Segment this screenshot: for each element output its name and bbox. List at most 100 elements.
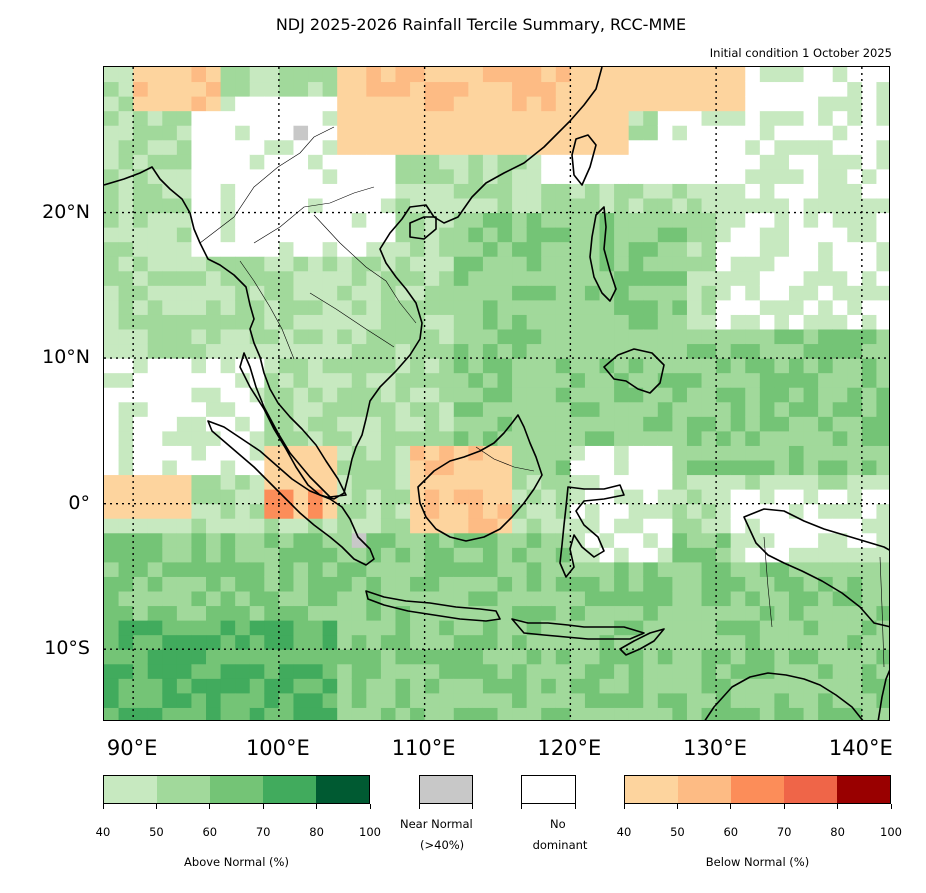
- tercile-cell: [380, 503, 396, 519]
- tercile-cell: [162, 314, 178, 330]
- tercile-cell: [380, 358, 396, 374]
- tercile-cell: [308, 605, 324, 621]
- tercile-cell: [803, 387, 819, 403]
- tercile-cell: [351, 532, 367, 548]
- tercile-cell: [861, 125, 877, 141]
- tercile-cell: [876, 532, 889, 548]
- tercile-cell: [541, 532, 557, 548]
- tercile-cell: [133, 314, 149, 330]
- tercile-cell: [686, 576, 703, 592]
- tercile-cell: [716, 154, 732, 170]
- colorbar-tick-label: 60: [723, 825, 739, 839]
- tercile-cell: [482, 416, 498, 432]
- tercile-cell: [526, 168, 542, 184]
- tercile-cell: [628, 125, 644, 141]
- tercile-cell: [264, 81, 280, 97]
- tercile-cell: [118, 460, 134, 476]
- tercile-cell: [322, 270, 338, 286]
- tercile-cell: [395, 299, 411, 315]
- tercile-cell: [235, 314, 251, 330]
- colorbar-segment: [837, 776, 890, 803]
- tercile-cell: [497, 183, 513, 199]
- tercile-cell: [774, 634, 790, 650]
- tercile-cell: [759, 591, 775, 607]
- tercile-cell: [133, 329, 149, 345]
- tercile-cell: [439, 416, 455, 432]
- tercile-cell: [745, 110, 761, 126]
- tercile-cell: [570, 620, 586, 636]
- tercile-cell: [555, 168, 571, 184]
- tercile-cell: [876, 227, 889, 243]
- coastlines: [104, 67, 889, 720]
- tercile-cell: [104, 634, 120, 650]
- tercile-cell: [876, 96, 889, 112]
- tercile-cell: [614, 503, 630, 519]
- tercile-cell: [468, 547, 484, 563]
- tercile-cell: [249, 110, 265, 126]
- tercile-cell: [453, 561, 469, 577]
- tercile-cell: [861, 460, 877, 476]
- tercile-cell: [249, 561, 265, 577]
- tercile-cell: [512, 110, 528, 126]
- tercile-cell: [628, 372, 644, 388]
- tercile-cell: [439, 678, 455, 694]
- tercile-cell: [628, 561, 644, 577]
- tercile-cell: [308, 634, 324, 650]
- tercile-cell: [104, 343, 120, 359]
- tercile-cell: [147, 212, 163, 228]
- tercile-cell: [264, 270, 280, 286]
- tercile-cell: [380, 154, 396, 170]
- tercile-cell: [512, 460, 528, 476]
- tercile-cell: [118, 125, 134, 141]
- tercile-cell: [147, 270, 163, 286]
- tercile-cell: [861, 343, 877, 359]
- tercile-cell: [468, 387, 484, 403]
- tercile-cell: [570, 241, 586, 257]
- tercile-cell: [118, 343, 134, 359]
- tercile-cell: [220, 110, 236, 126]
- tercile-cell: [147, 96, 163, 112]
- tercile-cell: [439, 154, 455, 170]
- tercile-cell: [308, 110, 324, 126]
- tercile-cell: [147, 285, 163, 301]
- tercile-cell: [220, 81, 236, 97]
- tercile-cell: [745, 198, 761, 214]
- tercile-cell: [832, 707, 848, 720]
- tercile-cell: [614, 329, 630, 345]
- tercile-cell: [482, 620, 498, 636]
- tercile-cell: [468, 634, 484, 650]
- tercile-cell: [439, 212, 455, 228]
- tercile-cell: [322, 110, 338, 126]
- tercile-cell: [439, 649, 455, 665]
- tercile-cell: [584, 67, 601, 83]
- tercile-cell: [701, 518, 717, 534]
- tercile-cell: [235, 96, 251, 112]
- tercile-cell: [730, 358, 746, 374]
- tercile-cell: [555, 401, 571, 417]
- longitude-label: 110°E: [391, 736, 456, 760]
- tercile-cell: [555, 154, 571, 170]
- tercile-cell: [847, 314, 863, 330]
- tercile-cell: [570, 503, 586, 519]
- tercile-cell: [541, 329, 557, 345]
- tercile-cell: [570, 299, 586, 315]
- tercile-cell: [191, 270, 207, 286]
- tercile-cell: [847, 692, 863, 708]
- tercile-cell: [745, 270, 761, 286]
- tercile-cell: [701, 96, 717, 112]
- tercile-cell: [424, 387, 440, 403]
- tercile-cell: [774, 707, 790, 720]
- tercile-cell: [861, 212, 877, 228]
- tercile-cell: [468, 649, 484, 665]
- tercile-cell: [264, 198, 280, 214]
- tercile-cell: [206, 372, 222, 388]
- below-normal-title: Below Normal (%): [705, 855, 810, 869]
- tercile-cell: [395, 707, 411, 720]
- tercile-cell: [424, 561, 440, 577]
- tercile-cell: [351, 285, 367, 301]
- tercile-cell: [482, 227, 498, 243]
- tercile-cell: [861, 329, 877, 345]
- tercile-cell: [410, 532, 426, 548]
- tercile-cell: [308, 620, 324, 636]
- tercile-cell: [206, 401, 222, 417]
